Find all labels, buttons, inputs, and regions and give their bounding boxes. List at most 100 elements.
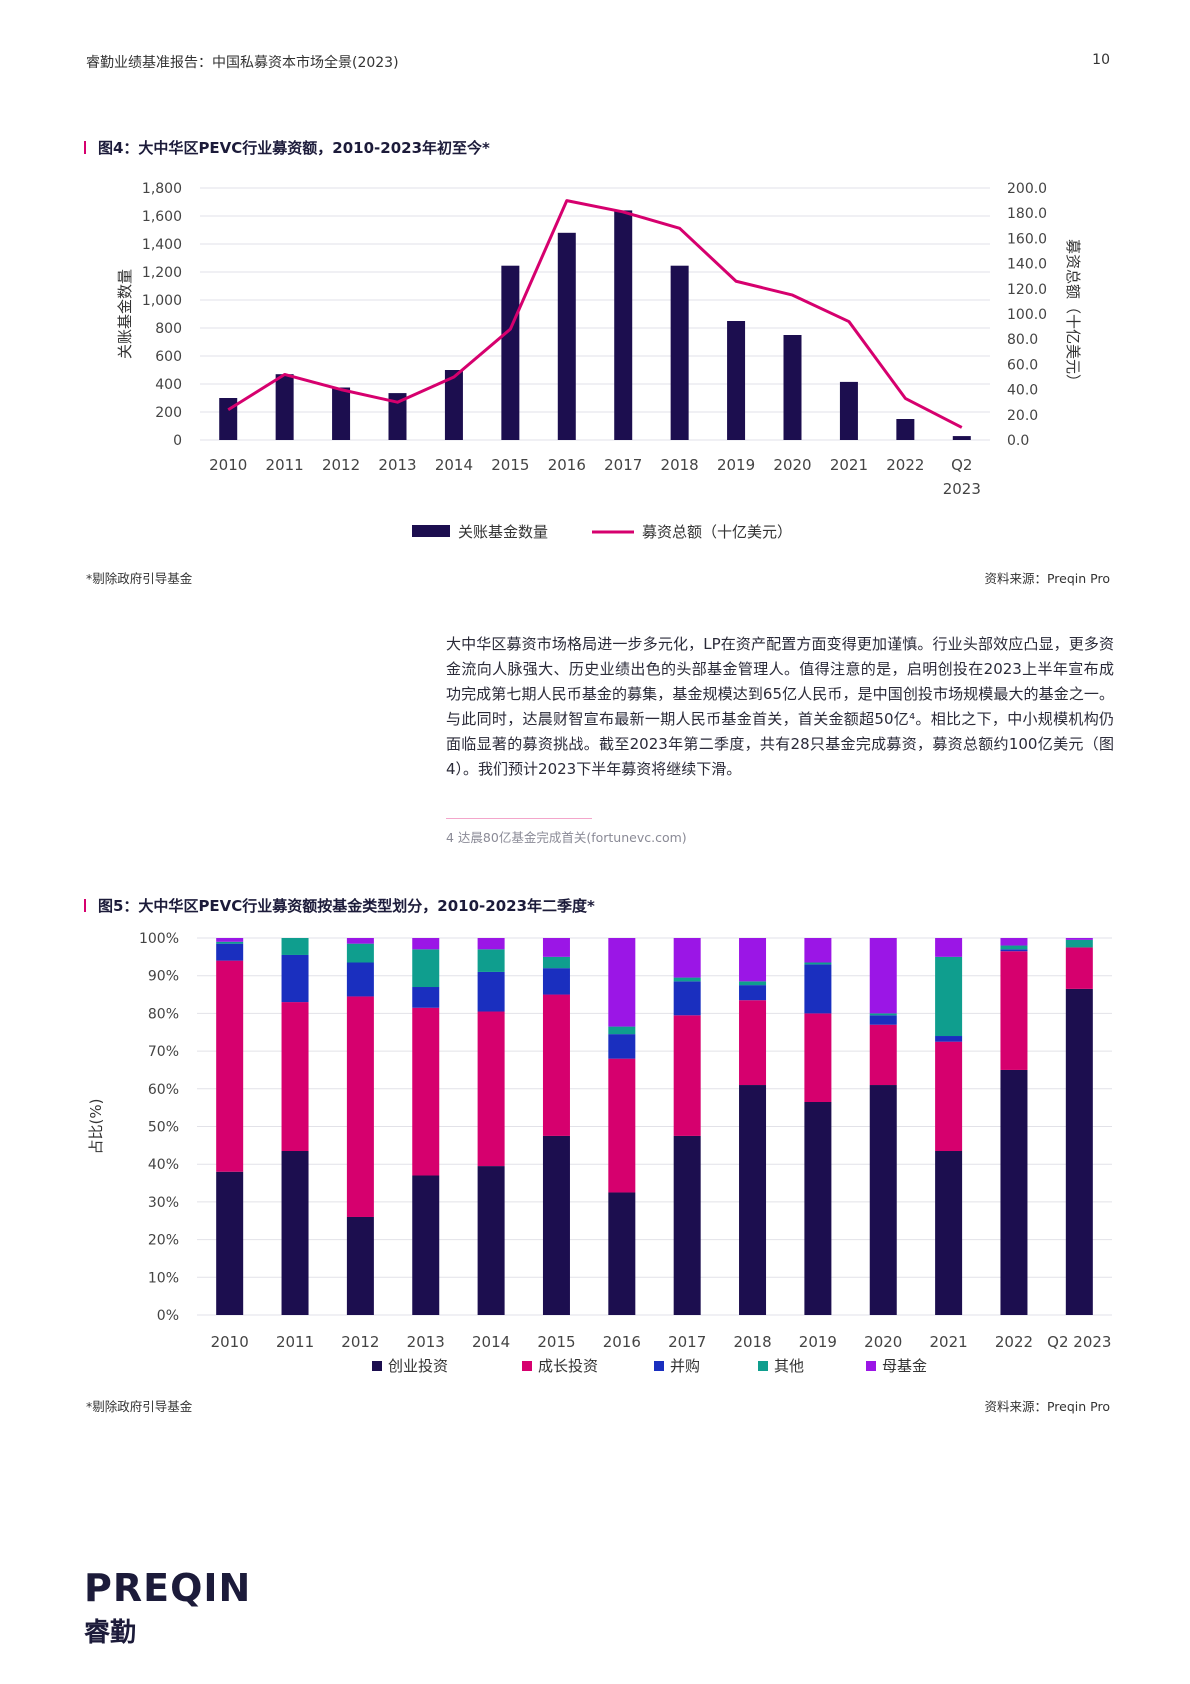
bar-segment-2-3 [412,987,440,1008]
bar-segment-1-9 [804,1013,832,1102]
y-axis-title: 占比(%) [87,1099,105,1155]
bar-funds-closed-4 [444,370,463,440]
preqin-logo-chinese: 睿勤 [84,1618,137,1648]
x-tick-label: 2013 [378,456,416,474]
x-tick-label: 2019 [799,1333,837,1351]
y-right-tick-label: 180.0 [1007,206,1047,222]
bar-segment-2-12 [1000,949,1028,952]
bar-segment-3-6 [608,1026,636,1035]
y-right-tick-label: 160.0 [1007,231,1047,247]
legend-label-3: 其他 [774,1357,804,1375]
bar-segment-3-9 [804,962,832,965]
y-left-tick-label: 0 [173,433,182,449]
x-tick-label: 2022 [995,1333,1033,1351]
bar-segment-0-8 [739,1085,767,1315]
y-tick-label: 30% [148,1195,179,1211]
bar-segment-4-11 [935,938,963,957]
bar-segment-0-4 [477,1166,505,1315]
y-left-tick-label: 200 [155,405,182,421]
bar-segment-3-4 [477,949,505,972]
legend-label-capital-raised: 募资总额（十亿美元） [642,523,792,541]
bar-segment-1-10 [869,1024,897,1086]
legend-swatch-3 [758,1361,768,1371]
bar-segment-0-9 [804,1101,832,1315]
legend-swatch-4 [866,1361,876,1371]
bar-segment-0-3 [412,1175,440,1315]
bar-segment-3-11 [935,956,963,1037]
bar-segment-4-0 [216,938,244,942]
bar-segment-4-13 [1065,938,1093,940]
bar-segment-2-8 [739,985,767,1001]
x-tick-label: 2011 [276,1333,314,1351]
bar-funds-closed-6 [557,232,576,440]
bar-segment-2-10 [869,1015,897,1025]
bar-segment-1-7 [673,1015,701,1136]
body-paragraph: 大中华区募资市场格局进一步多元化，LP在资产配置方面变得更加谨慎。行业头部效应凸… [446,635,1114,778]
y-left-tick-label: 400 [155,377,182,393]
x-tick-label: 2019 [717,456,755,474]
x-tick-label: 2017 [604,456,642,474]
x-tick-label: 2021 [830,456,868,474]
line-capital-raised [227,199,963,429]
bar-segment-3-8 [739,981,767,986]
title-accent-bar [84,899,86,912]
y-right-tick-label: 40.0 [1007,383,1038,399]
x-tick-label: 2020 [864,1333,902,1351]
bar-segment-3-3 [412,949,440,988]
y-tick-label: 20% [148,1233,179,1249]
x-tick-label: 2015 [491,456,529,474]
bar-segment-0-13 [1065,988,1093,1315]
bar-segment-1-0 [216,960,244,1172]
x-tick-label: 2020 [773,456,811,474]
bar-segment-0-0 [216,1171,244,1315]
y-right-tick-label: 0.0 [1007,433,1029,449]
y-right-tick-label: 100.0 [1007,307,1047,323]
bar-segment-0-1 [281,1151,309,1315]
bar-segment-1-8 [739,1000,767,1086]
bar-segment-4-2 [346,938,374,944]
x-tick-label: 2014 [435,456,473,474]
bar-segment-2-2 [346,962,374,997]
figure-4-title-text: 图4：大中华区PEVC行业募资额，2010-2023年初至今* [98,139,490,157]
y-right-tick-label: 60.0 [1007,357,1038,373]
figure-4-note: *剔除政府引导基金 [86,571,193,586]
header-title: 睿勤业绩基准报告：中国私募资本市场全景(2023) [86,55,399,71]
bar-segment-3-13 [1065,939,1093,948]
y-left-tick-label: 1,800 [142,181,182,197]
page-number: 10 [1092,52,1110,68]
x-tick-label: 2013 [407,1333,445,1351]
legend-swatch-2 [654,1361,664,1371]
y-left-tick-label: 800 [155,321,182,337]
bar-segment-4-6 [608,938,636,1027]
y-left-tick-label: 600 [155,349,182,365]
bar-segment-4-4 [477,938,505,950]
legend-swatch-0 [372,1361,382,1371]
footnote: 4 达晨80亿基金完成首关(fortunevc.com) [446,830,687,845]
bar-segment-1-6 [608,1058,636,1193]
bar-segment-2-0 [216,943,244,961]
y-left-tick-label: 1,200 [142,265,182,281]
bar-segment-2-1 [281,954,309,1003]
figure-4-chart: 0 200 400 600 800 1,000 1,200 1,400 1,600 1,800 0.… [116,181,1082,541]
bar-segment-2-7 [673,981,701,1016]
y-left-tick-label: 1,400 [142,237,182,253]
bar-segment-4-10 [869,938,897,1014]
y-left-tick-label: 1,600 [142,209,182,225]
legend-label-2: 并购 [670,1357,700,1375]
bar-segment-4-8 [739,938,767,982]
y-tick-label: 90% [148,969,179,985]
x-tick-label: 2022 [886,456,924,474]
bar-segment-1-13 [1065,947,1093,989]
x-tick-label: 2012 [322,456,360,474]
x-tick-label: 2018 [661,456,699,474]
y-right-tick-label: 140.0 [1007,257,1047,273]
legend-swatch-funds-closed [412,525,450,537]
y-right-tick-label: 20.0 [1007,408,1038,424]
bar-segment-3-5 [542,956,570,969]
y-tick-label: 50% [148,1120,179,1136]
figure-5-title: 图5：大中华区PEVC行业募资额按基金类型划分，2010-2023年二季度* [84,895,595,916]
bar-segment-4-5 [542,938,570,957]
y-right-tick-label: 80.0 [1007,332,1038,348]
legend-swatch-1 [522,1361,532,1371]
x-tick-label: 2023 [943,480,981,498]
